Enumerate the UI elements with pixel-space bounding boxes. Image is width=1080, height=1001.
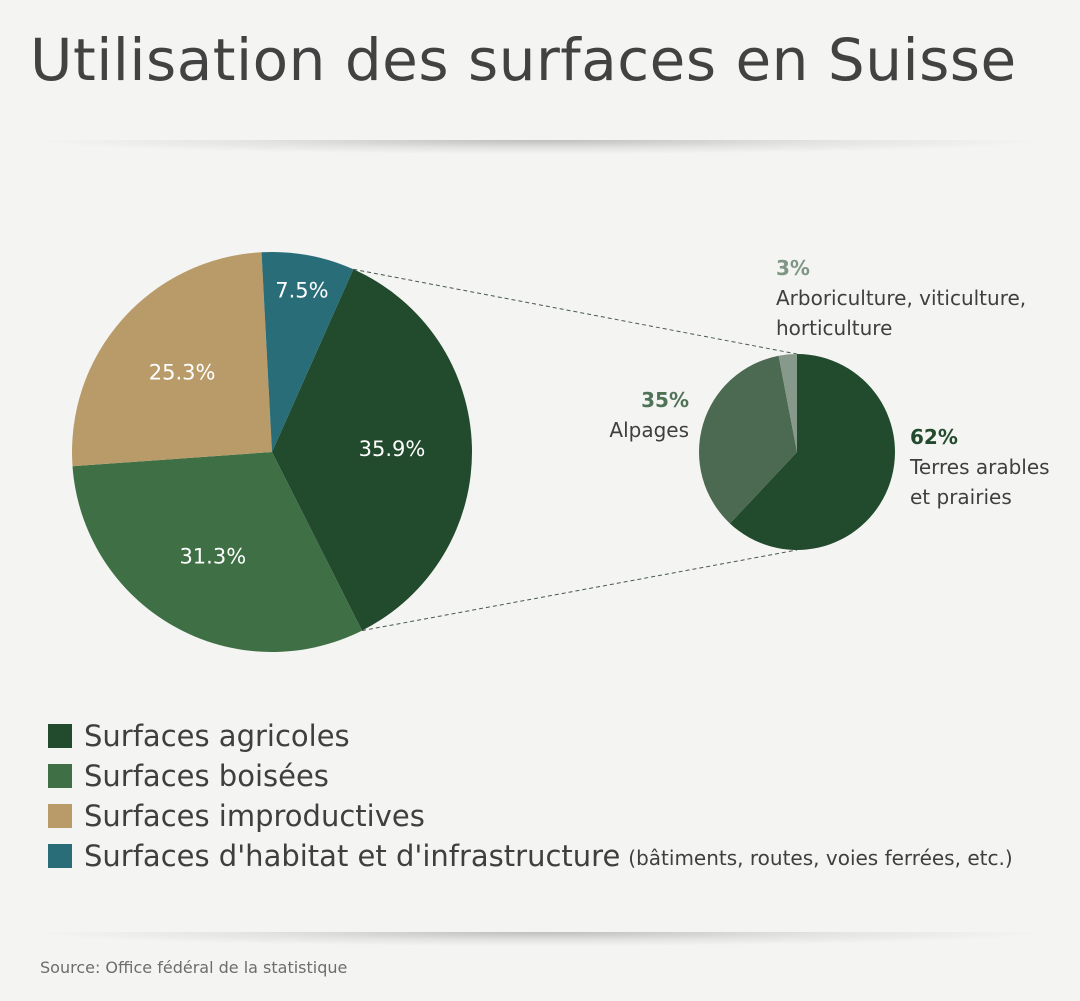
connector-bottom — [361, 549, 798, 632]
sub-pie-name: Terres arables — [909, 455, 1050, 479]
legend-label: Surfaces boisées — [84, 759, 329, 793]
legend-note: (bâtiments, routes, voies ferrées, etc.) — [628, 846, 1013, 870]
chart-title: Utilisation des surfaces en Suisse — [30, 26, 1017, 94]
sub-pie-slice-terres-arables-et-prairies — [729, 354, 895, 551]
breakdown-connectors — [353, 268, 798, 632]
sub-pie-label-terres-arables-et-prairies: 62% Terres arables et prairies — [909, 425, 1050, 509]
pie-label-surfaces-boisees: 31.3% — [179, 544, 246, 568]
agricultural-breakdown-labels: 62% Terres arables et prairies 35% Alpages 3%… — [609, 256, 1049, 509]
pie-slice-surfaces-improductives — [72, 252, 273, 467]
legend-label: Surfaces improductives — [84, 799, 425, 833]
sub-pie-name: Arboriculture, viticulture, — [776, 286, 1026, 310]
footer-divider — [40, 932, 1040, 946]
sub-pie-name: horticulture — [776, 316, 892, 340]
legend-swatch-improductives — [48, 804, 72, 828]
legend-swatch-agricoles — [48, 724, 72, 748]
title-divider — [40, 140, 1040, 154]
sub-pie-value: 35% — [641, 388, 689, 412]
legend-item-agricoles: Surfaces agricoles — [48, 716, 1013, 756]
sub-pie-label-arboriculture-viticulture-horticulture: 3% Arboriculture, viticulture, horticultur… — [776, 256, 1026, 340]
connector-top — [353, 268, 798, 355]
legend-label: Surfaces agricoles — [84, 719, 350, 753]
legend-item-habitat: Surfaces d'habitat et d'infrastructure (… — [48, 836, 1013, 876]
legend: Surfaces agricoles Surfaces boisées Surf… — [48, 716, 1013, 876]
sub-pie-value: 3% — [776, 256, 810, 280]
pie-slice-surfaces-boisees — [72, 452, 363, 652]
legend-swatch-boisees — [48, 764, 72, 788]
legend-item-boisees: Surfaces boisées — [48, 756, 1013, 796]
source-note: Source: Office fédéral de la statistique — [40, 958, 348, 977]
pie-label-surfaces-d-habitat-et-d-infrastructure: 7.5% — [275, 279, 328, 303]
agricultural-breakdown-pie — [698, 354, 895, 551]
legend-item-improductives: Surfaces improductives — [48, 796, 1013, 836]
sub-pie-slice-arboriculture-viticulture-horticulture — [778, 354, 797, 452]
pie-slice-surfaces-d-habitat-et-d-infrastructure — [261, 251, 354, 452]
pie-label-surfaces-agricoles: 35.9% — [359, 437, 426, 461]
sub-pie-name: et prairies — [910, 485, 1012, 509]
sub-pie-label-alpages: 35% Alpages — [609, 388, 689, 442]
legend-swatch-habitat — [48, 844, 72, 868]
pie-slice-surfaces-agricoles — [272, 269, 473, 631]
sub-pie-name: Alpages — [609, 418, 689, 442]
legend-label: Surfaces d'habitat et d'infrastructure — [84, 839, 621, 873]
pie-label-surfaces-improductives: 25.3% — [149, 361, 216, 385]
sub-pie-slice-alpages — [698, 355, 797, 524]
main-pie: 35.9% 31.3% 25.3% 7.5% — [72, 251, 473, 652]
sub-pie-value: 62% — [910, 425, 958, 449]
pie-charts: 35.9% 31.3% 25.3% 7.5% 62% Terres arables et … — [72, 251, 1050, 652]
